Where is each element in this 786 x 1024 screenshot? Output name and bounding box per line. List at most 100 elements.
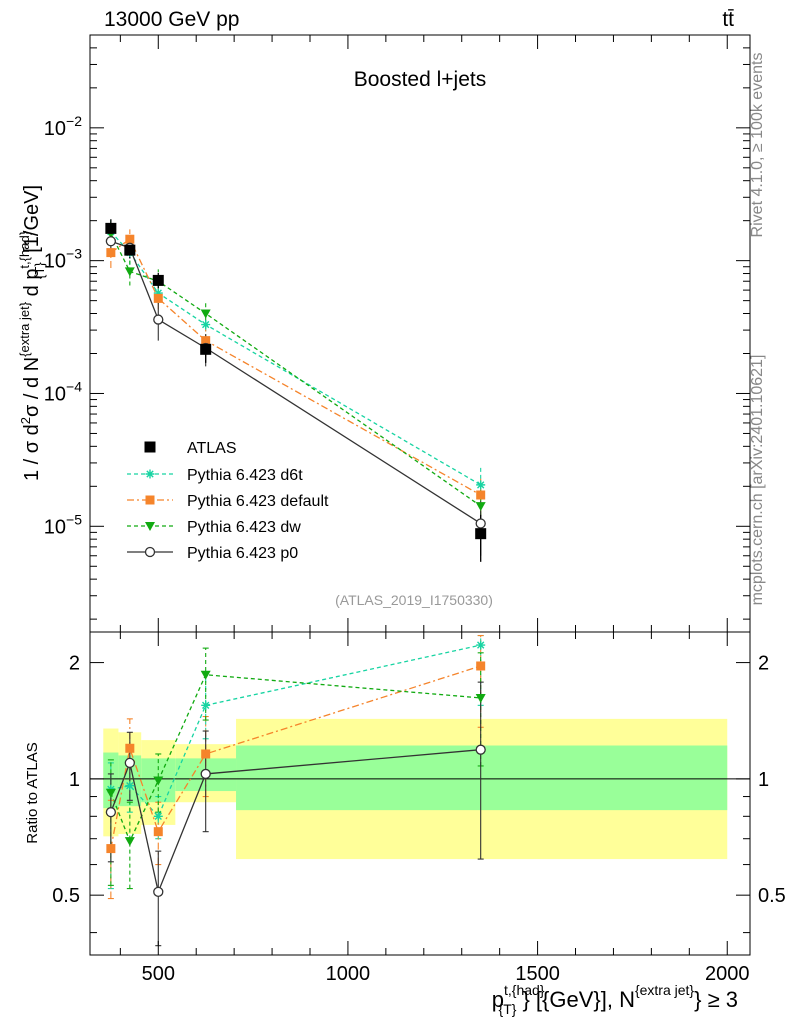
x-tick-label: 2000: [705, 963, 750, 985]
main-ytick-label-exp: −2: [66, 113, 82, 129]
ratio-series-4-marker: [105, 807, 117, 818]
main-ytick-label-base: 10: [44, 118, 66, 140]
x-tick-label: 1500: [515, 963, 560, 985]
ratio-ytick-label-right: 1: [758, 769, 769, 791]
ratio-series-1-marker: [201, 700, 211, 710]
ratio-series-3-marker: [153, 776, 164, 786]
ratio-ytick-label: 0.5: [52, 885, 80, 907]
ratio-series-4-marker: [153, 886, 164, 897]
main-ytick-label-exp: −3: [66, 246, 82, 262]
ratio-series-4-marker: [124, 757, 135, 769]
ratio-ylabel: Ratio to ATLAS: [24, 742, 41, 843]
legend-label: Pythia 6.423 p0: [187, 545, 298, 562]
main-ytick-label: 10−3: [44, 246, 82, 273]
x-axis-label: pt,{had} {T}} [{GeV}], N{extra jet}} ≥ 3: [492, 982, 738, 1017]
rivet-label: Rivet 4.1.0, ≥ 100k events: [749, 53, 766, 238]
legend-marker: [145, 469, 155, 479]
legend-item-series-1: Pythia 6.423 d6t: [127, 467, 303, 484]
main-ylabel-text: 1 / σ d2σ / d N{extra jet} d pt,{had}{T}…: [17, 185, 47, 481]
atlas-marker: [124, 244, 136, 256]
analysis-label: (ATLAS_2019_I1750330): [335, 592, 493, 608]
series-2-marker: [125, 234, 135, 244]
legend: ATLAS Pythia 6.423 d6t Pythia 6.423 defaul…: [127, 440, 329, 562]
ratio-series-4-marker: [200, 768, 211, 780]
series-3-marker: [200, 309, 211, 319]
legend-item-atlas: ATLAS: [144, 440, 237, 457]
ratio-series-2-marker: [125, 743, 135, 753]
legend-label: ATLAS: [187, 440, 237, 457]
series-1-line: [110, 231, 482, 486]
series-4-marker: [475, 518, 486, 529]
legend-marker: [144, 546, 156, 558]
series-1-marker: [201, 320, 211, 330]
ratio-series-1-marker: [125, 781, 135, 791]
series-1-marker: [476, 480, 486, 490]
legend-marker: [145, 522, 155, 531]
main-ytick-label-base: 10: [44, 383, 66, 405]
ratio-ytick-label: 1: [69, 769, 80, 791]
series-2-marker: [201, 336, 211, 346]
ratio-series-3-marker: [105, 788, 116, 798]
process-label: tt̄: [722, 8, 734, 31]
main-ytick-label-base: 10: [44, 516, 66, 538]
ratio-axes: 0.5 0.5 1 1 2 2 500 1000 1500 2000: [52, 632, 786, 985]
series-3-marker: [124, 267, 135, 277]
legend-item-series-4: Pythia 6.423 p0: [127, 545, 298, 562]
legend-label: Pythia 6.423 dw: [187, 519, 301, 536]
ratio-series-1-marker: [476, 640, 486, 650]
x-tick-label: 1000: [326, 963, 371, 985]
ratio-bands: [103, 718, 728, 860]
main-title: Boosted l+jets: [354, 68, 487, 91]
mcplots-label: mcplots.cern.ch [arXiv:2401.10621]: [749, 355, 766, 606]
atlas-marker: [200, 343, 212, 355]
energy-label: 13000 GeV pp: [104, 8, 239, 31]
ratio-series-1-line: [110, 644, 481, 818]
main-ytick-label: 10−2: [44, 113, 82, 140]
series-1-marker: [153, 288, 163, 298]
legend-label: Pythia 6.423 default: [187, 493, 329, 510]
main-ylabel: 1 / σ d2σ / d N{extra jet} d pt,{had}{T}…: [17, 185, 47, 481]
ratio-series-2-marker: [201, 749, 211, 759]
main-ytick-label: 10−5: [44, 511, 82, 538]
main-frame: [89, 34, 751, 633]
series-2-marker: [153, 293, 163, 303]
atlas-marker: [152, 274, 164, 286]
series-3-marker: [475, 502, 486, 512]
main-ytick-label: 10−4: [44, 378, 82, 405]
ratio-series-2-marker: [476, 661, 486, 671]
ratio-ytick-label: 2: [69, 653, 80, 675]
ratio-series-4-marker: [475, 744, 486, 755]
legend-marker: [145, 495, 155, 505]
series-2-marker: [106, 248, 116, 258]
ratio-series-2-marker: [106, 844, 116, 854]
series-2-line: [110, 238, 482, 496]
series-2-marker: [476, 490, 486, 500]
main-markers: [105, 222, 487, 540]
series-4-marker: [153, 314, 164, 325]
main-ytick-label-exp: −5: [66, 511, 82, 527]
x-tick-label: 500: [142, 963, 175, 985]
ratio-panel: 0.5 0.5 1 1 2 2 500 1000 1500 2000 Ratio to ATLAS…: [24, 631, 786, 1017]
ratio-series-3-marker: [200, 670, 211, 680]
ratio-frame: [89, 631, 751, 956]
main-axes: 10−510−410−310−2: [44, 34, 750, 632]
ratio-series-3-marker: [124, 837, 135, 847]
legend-item-series-2: Pythia 6.423 default: [127, 493, 329, 510]
legend-atlas-marker: [144, 441, 156, 453]
main-ytick-label-base: 10: [44, 251, 66, 273]
atlas-marker: [475, 528, 487, 540]
main-ytick-label-exp: −4: [66, 378, 82, 394]
atlas-marker: [105, 222, 117, 234]
legend-item-series-3: Pythia 6.423 dw: [127, 519, 301, 536]
ratio-ytick-label-right: 0.5: [758, 885, 786, 907]
ratio-band-1sigma: [236, 745, 728, 811]
main-panel: 10−510−410−310−2 Boosted l+jets (ATLAS_2…: [17, 34, 751, 633]
ratio-series-1-marker: [153, 811, 163, 821]
ratio-markers: [105, 640, 486, 897]
legend-label: Pythia 6.423 d6t: [187, 467, 303, 484]
ratio-series-3-marker: [475, 693, 486, 703]
ratio-series-2-marker: [153, 827, 163, 837]
ratio-ytick-label-right: 2: [758, 653, 769, 675]
series-3-line: [110, 233, 482, 507]
